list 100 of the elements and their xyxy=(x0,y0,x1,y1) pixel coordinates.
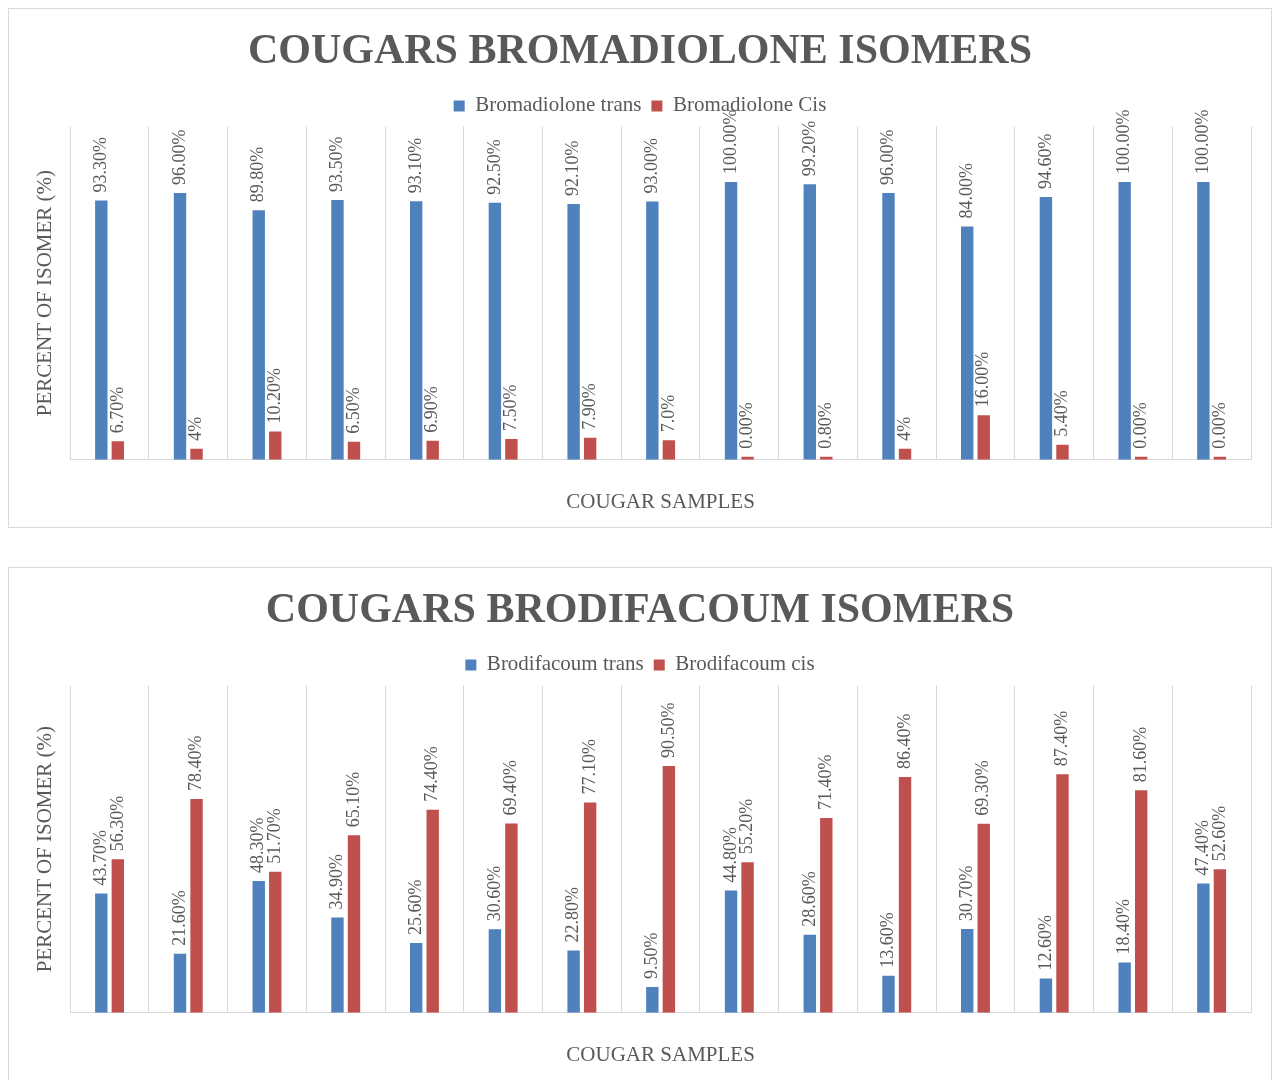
data-label: 86.40% xyxy=(893,713,914,770)
data-label: 96.00% xyxy=(168,129,189,186)
bar xyxy=(820,818,833,1013)
data-label: 9.50% xyxy=(641,932,662,979)
bar xyxy=(331,200,344,460)
data-label: 94.60% xyxy=(1034,133,1055,189)
bar xyxy=(95,893,108,1013)
data-label: 18.40% xyxy=(1113,899,1134,955)
bar xyxy=(724,181,738,460)
bar xyxy=(961,226,974,460)
data-label: 5.40% xyxy=(1051,390,1072,437)
x-axis-title: COUGAR SAMPLES xyxy=(566,488,755,513)
bar xyxy=(409,201,423,460)
bar xyxy=(1118,962,1131,1013)
bar xyxy=(426,809,439,1013)
bar xyxy=(898,777,912,1013)
bar xyxy=(426,440,439,460)
bar xyxy=(741,862,754,1013)
data-label: 6.70% xyxy=(106,386,127,434)
data-label: 6.50% xyxy=(342,387,363,434)
y-axis-title: PERCENT OF ISOMER (%) xyxy=(32,169,57,417)
data-label: 7.0% xyxy=(657,394,678,433)
bar xyxy=(1134,790,1148,1013)
data-label: 25.60% xyxy=(404,879,425,935)
bar xyxy=(331,917,344,1013)
x-axis-title: COUGAR SAMPLES xyxy=(566,1041,755,1066)
chart-title: COUGARS BRODIFACOUM ISOMERS xyxy=(265,585,1015,632)
legend-label: Brodifacoum trans xyxy=(486,651,644,676)
data-label: 90.50% xyxy=(657,702,678,758)
data-label: 93.10% xyxy=(404,137,425,194)
bar xyxy=(882,193,895,460)
bar xyxy=(190,448,203,460)
data-label: 78.40% xyxy=(185,735,206,791)
bar xyxy=(1039,196,1053,460)
bar xyxy=(1039,978,1053,1013)
bar xyxy=(882,975,895,1013)
bar xyxy=(567,950,580,1013)
bar xyxy=(95,200,108,460)
bar xyxy=(646,986,659,1013)
bar xyxy=(724,890,738,1013)
bar xyxy=(977,415,990,460)
data-label: 77.10% xyxy=(578,738,599,795)
data-label: 74.40% xyxy=(421,746,442,802)
data-label: 84.00% xyxy=(955,162,976,219)
bar xyxy=(269,871,282,1013)
bar xyxy=(646,201,659,460)
data-label: 12.60% xyxy=(1034,914,1055,971)
data-label: 7.50% xyxy=(500,384,521,431)
bar xyxy=(1197,181,1210,460)
data-label: 28.60% xyxy=(798,871,819,927)
data-label: 69.30% xyxy=(972,760,993,816)
data-label: 30.70% xyxy=(955,865,976,922)
y-axis-title: PERCENT OF ISOMER (%) xyxy=(32,725,57,973)
data-label: 0.00% xyxy=(736,402,757,449)
bar xyxy=(583,802,597,1013)
data-label: 21.60% xyxy=(168,890,189,946)
data-label: 81.60% xyxy=(1129,726,1150,783)
bar xyxy=(111,441,125,460)
bar xyxy=(567,203,580,460)
bar xyxy=(1118,181,1131,460)
data-label: 96.00% xyxy=(877,129,898,186)
bar xyxy=(1056,774,1069,1013)
data-label: 99.20% xyxy=(798,120,819,177)
bar xyxy=(190,798,203,1013)
data-label: 0.00% xyxy=(1129,402,1150,449)
data-label: 7.90% xyxy=(578,383,599,430)
data-label: 10.20% xyxy=(264,367,284,424)
bar xyxy=(1213,869,1227,1013)
data-label: 0.00% xyxy=(1208,402,1229,449)
data-label: 0.80% xyxy=(815,402,836,449)
data-label: 89.80% xyxy=(247,146,268,203)
bar xyxy=(173,953,187,1013)
data-label: 92.50% xyxy=(483,139,504,195)
bar xyxy=(961,929,974,1013)
bar xyxy=(409,942,423,1013)
data-label: 22.80% xyxy=(562,887,583,943)
data-label: 93.50% xyxy=(326,136,347,193)
bar xyxy=(347,441,361,460)
bar xyxy=(583,437,597,460)
bar xyxy=(803,934,816,1013)
data-label: 92.10% xyxy=(562,140,583,196)
bar xyxy=(488,202,502,460)
bar xyxy=(505,823,518,1013)
data-label: 4% xyxy=(185,416,206,441)
bar xyxy=(662,440,676,460)
bar xyxy=(269,431,282,460)
data-label: 4% xyxy=(893,416,914,441)
bar xyxy=(803,184,816,460)
data-label: 71.40% xyxy=(815,754,836,810)
bar xyxy=(252,210,265,460)
data-label: 69.40% xyxy=(500,759,521,816)
bar xyxy=(662,765,676,1013)
chart-title: COUGARS BROMADIOLONE ISOMERS xyxy=(247,26,1033,73)
bar xyxy=(488,929,502,1013)
bar xyxy=(977,823,990,1013)
bar xyxy=(1197,883,1210,1013)
bar xyxy=(111,859,125,1013)
bar xyxy=(173,193,187,460)
data-label: 93.30% xyxy=(90,137,111,193)
data-label: 100.00% xyxy=(1113,109,1134,174)
